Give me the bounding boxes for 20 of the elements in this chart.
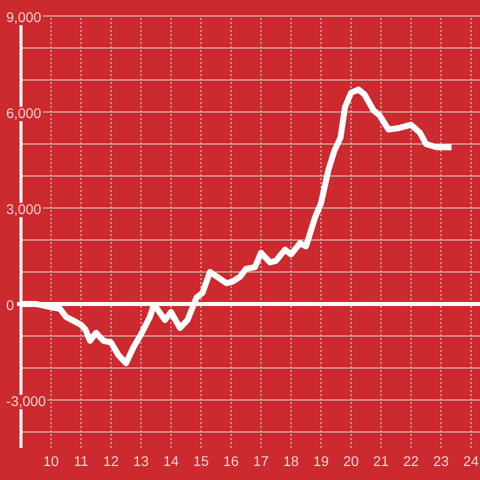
x-tick-label: 20 xyxy=(344,456,358,466)
y-tick-label: 6,000 xyxy=(6,108,41,120)
x-tick-label: 22 xyxy=(404,456,418,466)
y-tick-label: 3,000 xyxy=(6,204,41,216)
x-tick-label: 18 xyxy=(284,456,298,466)
y-tick-label: 0 xyxy=(6,300,14,310)
x-tick-label: 13 xyxy=(134,456,148,466)
x-tick-label: 17 xyxy=(254,456,268,466)
x-tick-label: 16 xyxy=(224,456,238,466)
x-tick-label: 11 xyxy=(74,456,88,466)
x-tick-label: 10 xyxy=(44,456,58,466)
x-tick-label: 23 xyxy=(434,456,448,466)
x-tick-label: 19 xyxy=(314,456,328,466)
x-tick-label: 15 xyxy=(194,456,208,466)
x-tick-label: 14 xyxy=(164,456,178,466)
y-tick-label: 9,000 xyxy=(6,12,41,24)
x-tick-label: 24 xyxy=(464,456,478,466)
x-tick-label: 12 xyxy=(104,456,118,466)
y-tick-label: -3,000 xyxy=(6,396,46,408)
x-tick-label: 21 xyxy=(374,456,388,466)
